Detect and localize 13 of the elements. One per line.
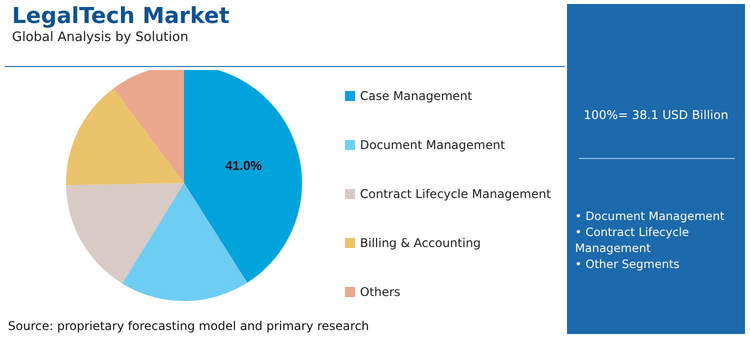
chart-title: LegalTech Market <box>12 4 230 29</box>
text: • Document Management <box>575 208 726 224</box>
legend-label: Billing & Accounting <box>360 236 481 250</box>
legend-label: Document Management <box>360 138 506 152</box>
source-note: Source: proprietary forecasting model and primary research <box>8 319 370 333</box>
text: • Other Segments <box>575 256 680 272</box>
legend-label: Contract Lifecycle Management <box>360 187 552 201</box>
legend-label: Others <box>360 285 400 299</box>
text: • Contract Lifecycle Management <box>575 224 690 256</box>
data-label: 41.0% <box>225 158 262 174</box>
chart-subtitle: Global Analysis by Solution <box>12 30 188 45</box>
legend-label: Case Management <box>360 89 473 103</box>
text: 100%= 38.1 USD Billion <box>582 108 730 122</box>
